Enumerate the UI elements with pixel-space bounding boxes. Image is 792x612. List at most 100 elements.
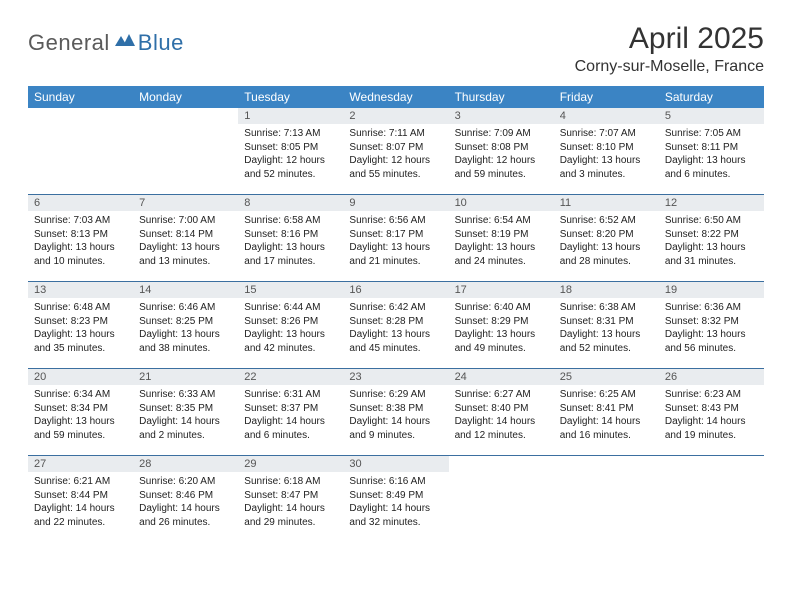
- calendar-cell: 26Sunrise: 6:23 AMSunset: 8:43 PMDayligh…: [659, 369, 764, 455]
- calendar-cell: [133, 108, 238, 194]
- cell-body: Sunrise: 7:03 AMSunset: 8:13 PMDaylight:…: [28, 211, 133, 272]
- sunset-text: Sunset: 8:16 PM: [244, 228, 337, 242]
- calendar-cell: 21Sunrise: 6:33 AMSunset: 8:35 PMDayligh…: [133, 369, 238, 455]
- day-number: 7: [133, 195, 238, 211]
- calendar-cell: 16Sunrise: 6:42 AMSunset: 8:28 PMDayligh…: [343, 282, 448, 368]
- sunrise-text: Sunrise: 7:03 AM: [34, 214, 127, 228]
- location: Corny-sur-Moselle, France: [575, 58, 764, 76]
- daylight-text: Daylight: 14 hours and 26 minutes.: [139, 502, 232, 529]
- day-number: 5: [659, 108, 764, 124]
- calendar-cell: 24Sunrise: 6:27 AMSunset: 8:40 PMDayligh…: [449, 369, 554, 455]
- daylight-text: Daylight: 13 hours and 17 minutes.: [244, 241, 337, 268]
- sunset-text: Sunset: 8:49 PM: [349, 489, 442, 503]
- cell-body: Sunrise: 6:44 AMSunset: 8:26 PMDaylight:…: [238, 298, 343, 359]
- daylight-text: Daylight: 14 hours and 9 minutes.: [349, 415, 442, 442]
- calendar-cell: [449, 456, 554, 542]
- sunrise-text: Sunrise: 6:50 AM: [665, 214, 758, 228]
- daylight-text: Daylight: 14 hours and 22 minutes.: [34, 502, 127, 529]
- day-number: 23: [343, 369, 448, 385]
- calendar-cell: 8Sunrise: 6:58 AMSunset: 8:16 PMDaylight…: [238, 195, 343, 281]
- sunset-text: Sunset: 8:28 PM: [349, 315, 442, 329]
- sunset-text: Sunset: 8:38 PM: [349, 402, 442, 416]
- cell-body: Sunrise: 6:29 AMSunset: 8:38 PMDaylight:…: [343, 385, 448, 446]
- day-header-tue: Tuesday: [238, 86, 343, 108]
- day-number: 28: [133, 456, 238, 472]
- sunset-text: Sunset: 8:25 PM: [139, 315, 232, 329]
- cell-body: Sunrise: 6:33 AMSunset: 8:35 PMDaylight:…: [133, 385, 238, 446]
- calendar-cell: 23Sunrise: 6:29 AMSunset: 8:38 PMDayligh…: [343, 369, 448, 455]
- day-header-sun: Sunday: [28, 86, 133, 108]
- daylight-text: Daylight: 13 hours and 6 minutes.: [665, 154, 758, 181]
- sunset-text: Sunset: 8:37 PM: [244, 402, 337, 416]
- day-number: 24: [449, 369, 554, 385]
- calendar-cell: 2Sunrise: 7:11 AMSunset: 8:07 PMDaylight…: [343, 108, 448, 194]
- daylight-text: Daylight: 13 hours and 56 minutes.: [665, 328, 758, 355]
- day-number: [449, 456, 554, 472]
- logo: General Blue: [28, 22, 184, 56]
- calendar-cell: 7Sunrise: 7:00 AMSunset: 8:14 PMDaylight…: [133, 195, 238, 281]
- sunrise-text: Sunrise: 7:05 AM: [665, 127, 758, 141]
- sunrise-text: Sunrise: 6:48 AM: [34, 301, 127, 315]
- cell-body: Sunrise: 6:58 AMSunset: 8:16 PMDaylight:…: [238, 211, 343, 272]
- sunset-text: Sunset: 8:22 PM: [665, 228, 758, 242]
- sunrise-text: Sunrise: 6:18 AM: [244, 475, 337, 489]
- daylight-text: Daylight: 14 hours and 32 minutes.: [349, 502, 442, 529]
- sunset-text: Sunset: 8:17 PM: [349, 228, 442, 242]
- daylight-text: Daylight: 12 hours and 55 minutes.: [349, 154, 442, 181]
- daylight-text: Daylight: 13 hours and 10 minutes.: [34, 241, 127, 268]
- day-number: 30: [343, 456, 448, 472]
- logo-text-general: General: [28, 30, 110, 56]
- daylight-text: Daylight: 13 hours and 52 minutes.: [560, 328, 653, 355]
- sunrise-text: Sunrise: 6:56 AM: [349, 214, 442, 228]
- day-number: [133, 108, 238, 124]
- calendar-cell: 15Sunrise: 6:44 AMSunset: 8:26 PMDayligh…: [238, 282, 343, 368]
- day-number: 26: [659, 369, 764, 385]
- cell-body: Sunrise: 7:05 AMSunset: 8:11 PMDaylight:…: [659, 124, 764, 185]
- calendar-cell: 18Sunrise: 6:38 AMSunset: 8:31 PMDayligh…: [554, 282, 659, 368]
- cell-body: Sunrise: 6:48 AMSunset: 8:23 PMDaylight:…: [28, 298, 133, 359]
- daylight-text: Daylight: 14 hours and 19 minutes.: [665, 415, 758, 442]
- sunrise-text: Sunrise: 6:29 AM: [349, 388, 442, 402]
- sunset-text: Sunset: 8:14 PM: [139, 228, 232, 242]
- sunrise-text: Sunrise: 7:07 AM: [560, 127, 653, 141]
- day-number: 21: [133, 369, 238, 385]
- sunset-text: Sunset: 8:46 PM: [139, 489, 232, 503]
- day-number: 15: [238, 282, 343, 298]
- week-row: 6Sunrise: 7:03 AMSunset: 8:13 PMDaylight…: [28, 195, 764, 281]
- sunset-text: Sunset: 8:20 PM: [560, 228, 653, 242]
- day-header-fri: Friday: [554, 86, 659, 108]
- sunset-text: Sunset: 8:08 PM: [455, 141, 548, 155]
- calendar-cell: 1Sunrise: 7:13 AMSunset: 8:05 PMDaylight…: [238, 108, 343, 194]
- calendar-cell: 10Sunrise: 6:54 AMSunset: 8:19 PMDayligh…: [449, 195, 554, 281]
- cell-body: Sunrise: 6:21 AMSunset: 8:44 PMDaylight:…: [28, 472, 133, 533]
- cell-body: Sunrise: 6:20 AMSunset: 8:46 PMDaylight:…: [133, 472, 238, 533]
- sunrise-text: Sunrise: 6:20 AM: [139, 475, 232, 489]
- flag-icon: [114, 32, 136, 55]
- calendar-cell: 6Sunrise: 7:03 AMSunset: 8:13 PMDaylight…: [28, 195, 133, 281]
- day-number: [554, 456, 659, 472]
- header: General Blue April 2025 Corny-sur-Mosell…: [28, 22, 764, 76]
- day-header-row: Sunday Monday Tuesday Wednesday Thursday…: [28, 86, 764, 108]
- sunrise-text: Sunrise: 6:58 AM: [244, 214, 337, 228]
- calendar-cell: 9Sunrise: 6:56 AMSunset: 8:17 PMDaylight…: [343, 195, 448, 281]
- page-title: April 2025: [575, 22, 764, 56]
- daylight-text: Daylight: 13 hours and 35 minutes.: [34, 328, 127, 355]
- weeks-container: 1Sunrise: 7:13 AMSunset: 8:05 PMDaylight…: [28, 108, 764, 542]
- day-number: 1: [238, 108, 343, 124]
- cell-body: Sunrise: 6:56 AMSunset: 8:17 PMDaylight:…: [343, 211, 448, 272]
- page: General Blue April 2025 Corny-sur-Mosell…: [0, 0, 792, 542]
- sunrise-text: Sunrise: 6:16 AM: [349, 475, 442, 489]
- logo-text-blue: Blue: [138, 30, 184, 56]
- sunrise-text: Sunrise: 6:54 AM: [455, 214, 548, 228]
- day-number: 18: [554, 282, 659, 298]
- daylight-text: Daylight: 14 hours and 12 minutes.: [455, 415, 548, 442]
- day-number: 27: [28, 456, 133, 472]
- sunset-text: Sunset: 8:05 PM: [244, 141, 337, 155]
- sunset-text: Sunset: 8:11 PM: [665, 141, 758, 155]
- daylight-text: Daylight: 13 hours and 45 minutes.: [349, 328, 442, 355]
- daylight-text: Daylight: 13 hours and 21 minutes.: [349, 241, 442, 268]
- daylight-text: Daylight: 13 hours and 28 minutes.: [560, 241, 653, 268]
- cell-body: Sunrise: 6:25 AMSunset: 8:41 PMDaylight:…: [554, 385, 659, 446]
- sunrise-text: Sunrise: 6:40 AM: [455, 301, 548, 315]
- sunset-text: Sunset: 8:43 PM: [665, 402, 758, 416]
